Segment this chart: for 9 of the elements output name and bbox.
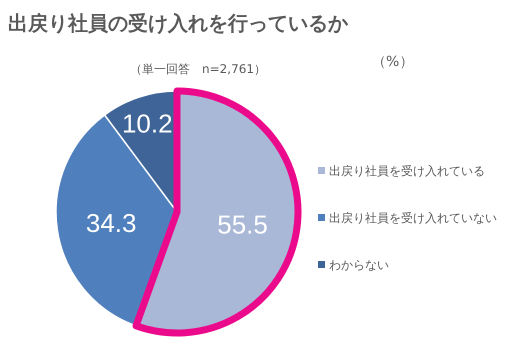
- legend-label: わからない: [329, 258, 389, 272]
- data-label: 55.5: [217, 209, 268, 240]
- data-label: 34.3: [86, 208, 136, 238]
- legend-label: 出戻り社員を受け入れている: [329, 164, 485, 178]
- legend-label: 出戻り社員を受け入れていない: [329, 211, 497, 225]
- chart-subtitle: （単一回答 n=2,761）: [130, 62, 266, 76]
- data-label: 10.2: [122, 108, 173, 138]
- text: （%）: [372, 54, 414, 70]
- chart-title: 出戻り社員の受け入れを行っているか: [8, 11, 349, 35]
